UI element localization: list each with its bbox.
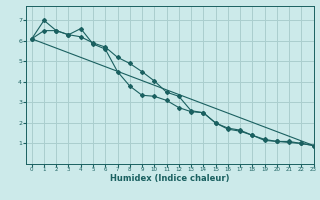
X-axis label: Humidex (Indice chaleur): Humidex (Indice chaleur)	[110, 174, 229, 183]
